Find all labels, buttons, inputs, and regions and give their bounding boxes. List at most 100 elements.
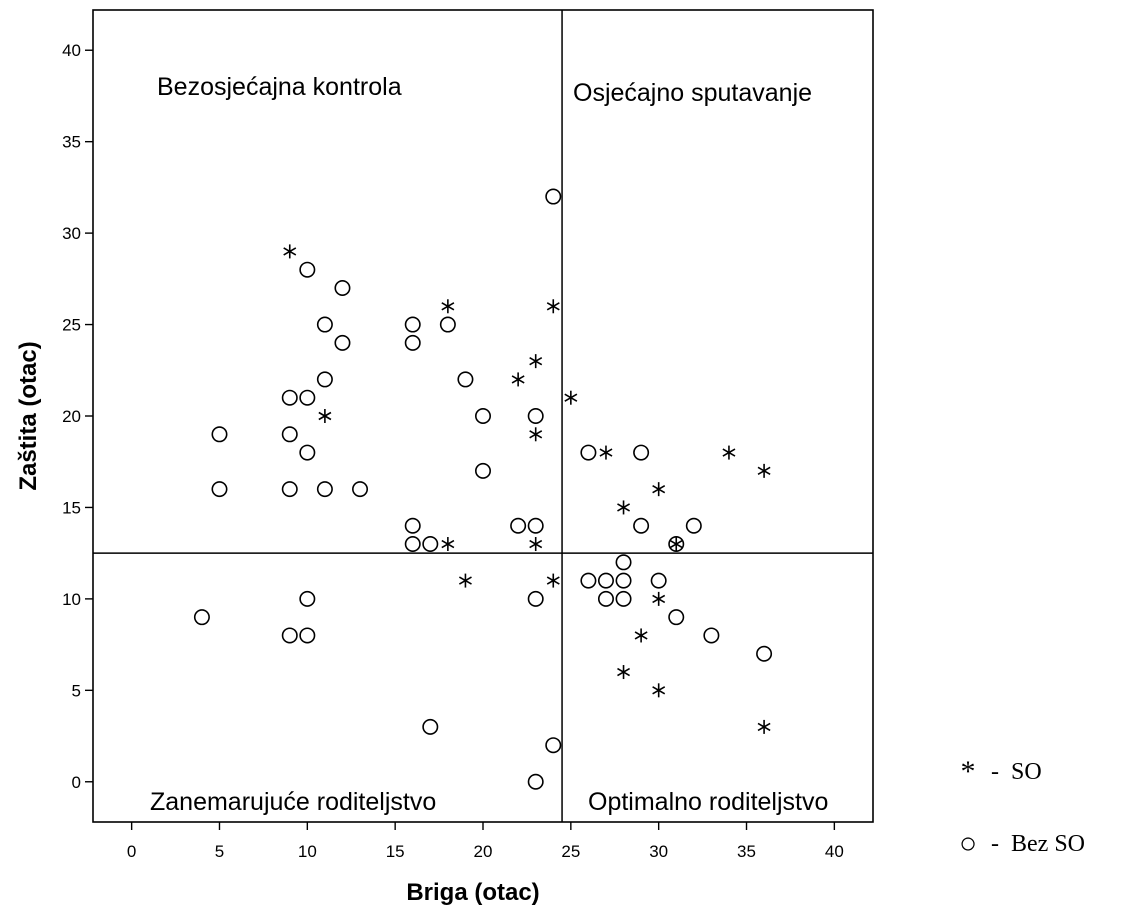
data-point-circle — [334, 279, 351, 296]
data-point-circle — [316, 481, 333, 498]
data-point-circle — [352, 481, 369, 498]
data-point-circle — [404, 536, 421, 553]
data-point-star — [564, 390, 578, 405]
y-tick-label: 20 — [62, 407, 81, 426]
data-point-circle — [615, 572, 632, 589]
data-point-star — [283, 244, 297, 259]
data-point-circle — [633, 444, 650, 461]
data-point-circle — [281, 426, 298, 443]
data-point-circle — [510, 517, 527, 534]
quadrant-label-bottom-right: Optimalno roditeljstvo — [588, 788, 828, 816]
data-point-star — [757, 463, 771, 478]
y-tick-label: 5 — [72, 681, 81, 700]
quadrant-label-top-right: Osjećajno sputavanje — [573, 79, 812, 107]
data-point-circle — [545, 188, 562, 205]
data-point-circle — [580, 444, 597, 461]
x-tick-label: 5 — [215, 842, 224, 861]
data-point-star — [529, 537, 543, 552]
data-point-circle — [211, 426, 228, 443]
y-tick-label: 25 — [62, 316, 81, 335]
data-point-star — [441, 537, 455, 552]
data-point-circle — [615, 590, 632, 607]
legend-label-so: SO — [1011, 758, 1042, 785]
data-point-circle — [633, 517, 650, 534]
data-point-star — [458, 573, 472, 588]
data-point-star — [546, 299, 560, 314]
data-point-circle — [281, 481, 298, 498]
x-tick-label: 20 — [474, 842, 493, 861]
data-point-circle — [580, 572, 597, 589]
data-point-circle — [527, 517, 544, 534]
data-point-star — [652, 591, 666, 606]
data-point-star — [529, 427, 543, 442]
legend-item-so: * - SO — [955, 757, 1042, 787]
data-point-circle — [439, 316, 456, 333]
y-tick-label: 30 — [62, 224, 81, 243]
data-point-circle — [334, 334, 351, 351]
data-point-circle — [404, 316, 421, 333]
legend-dash: - — [991, 830, 999, 857]
data-point-circle — [299, 389, 316, 406]
data-point-star — [722, 445, 736, 460]
x-tick-label: 15 — [386, 842, 405, 861]
legend-label-bez-so: Bez SO — [1011, 830, 1085, 857]
data-point-circle — [474, 462, 491, 479]
y-tick-label: 35 — [62, 133, 81, 152]
data-point-circle — [404, 334, 421, 351]
data-point-circle — [299, 444, 316, 461]
data-point-star — [529, 354, 543, 369]
data-point-circle — [281, 389, 298, 406]
x-tick-label: 25 — [561, 842, 580, 861]
y-tick-label: 0 — [72, 773, 81, 792]
x-tick-label: 0 — [127, 842, 136, 861]
data-point-circle — [422, 536, 439, 553]
legend-dash: - — [991, 758, 999, 785]
data-point-circle — [597, 590, 614, 607]
legend-item-bez-so: ○ - Bez SO — [955, 829, 1085, 859]
x-tick-label: 10 — [298, 842, 317, 861]
data-point-circle — [299, 261, 316, 278]
data-point-circle — [299, 627, 316, 644]
data-point-circle — [211, 481, 228, 498]
data-point-circle — [756, 645, 773, 662]
data-point-star — [617, 500, 631, 515]
data-point-circle — [668, 609, 685, 626]
data-point-circle — [597, 572, 614, 589]
data-point-circle — [422, 718, 439, 735]
y-tick-label: 40 — [62, 41, 81, 60]
x-tick-label: 30 — [649, 842, 668, 861]
y-tick-label: 15 — [62, 498, 81, 517]
data-point-circle — [404, 517, 421, 534]
data-point-star — [617, 665, 631, 680]
data-point-circle — [316, 371, 333, 388]
x-tick-label: 40 — [825, 842, 844, 861]
data-point-circle — [299, 590, 316, 607]
data-point-circle — [316, 316, 333, 333]
data-point-star — [441, 299, 455, 314]
data-point-circle — [685, 517, 702, 534]
data-point-star — [669, 537, 683, 552]
data-point-circle — [474, 407, 491, 424]
data-point-circle — [281, 627, 298, 644]
data-point-star — [599, 445, 613, 460]
data-point-star — [511, 372, 525, 387]
plot-frame — [92, 9, 874, 823]
data-point-star — [652, 683, 666, 698]
data-point-circle — [703, 627, 720, 644]
x-axis-label: Briga (otac) — [406, 879, 539, 906]
data-point-circle — [527, 590, 544, 607]
data-point-circle — [545, 737, 562, 754]
data-point-circle — [527, 407, 544, 424]
data-point-circle — [527, 773, 544, 790]
data-point-star — [652, 482, 666, 497]
y-axis-label: Zaštita (otac) — [15, 341, 42, 490]
data-point-star — [634, 628, 648, 643]
star-marker-icon: * — [960, 755, 976, 788]
x-tick-label: 35 — [737, 842, 756, 861]
quadrant-label-bottom-left: Zanemarujuće roditeljstvo — [150, 788, 436, 816]
data-point-circle — [668, 536, 685, 553]
data-point-circle — [615, 554, 632, 571]
quadrant-label-top-left: Bezosjećajna kontrola — [157, 73, 402, 101]
data-point-circle — [457, 371, 474, 388]
